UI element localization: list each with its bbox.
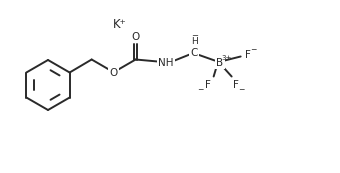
Text: H: H	[191, 37, 198, 46]
Text: O: O	[109, 67, 118, 78]
Text: 3+: 3+	[221, 54, 232, 61]
Text: F: F	[205, 80, 210, 89]
Text: B: B	[216, 57, 223, 67]
Text: F: F	[245, 49, 251, 60]
Text: C: C	[190, 48, 197, 57]
Text: −: −	[198, 85, 204, 94]
Text: O: O	[132, 31, 140, 42]
Text: K⁺: K⁺	[113, 19, 127, 31]
Text: −: −	[191, 31, 198, 40]
Text: NH: NH	[158, 57, 173, 67]
Text: F: F	[233, 80, 239, 89]
Text: −: −	[238, 85, 245, 94]
Text: −: −	[251, 45, 257, 54]
